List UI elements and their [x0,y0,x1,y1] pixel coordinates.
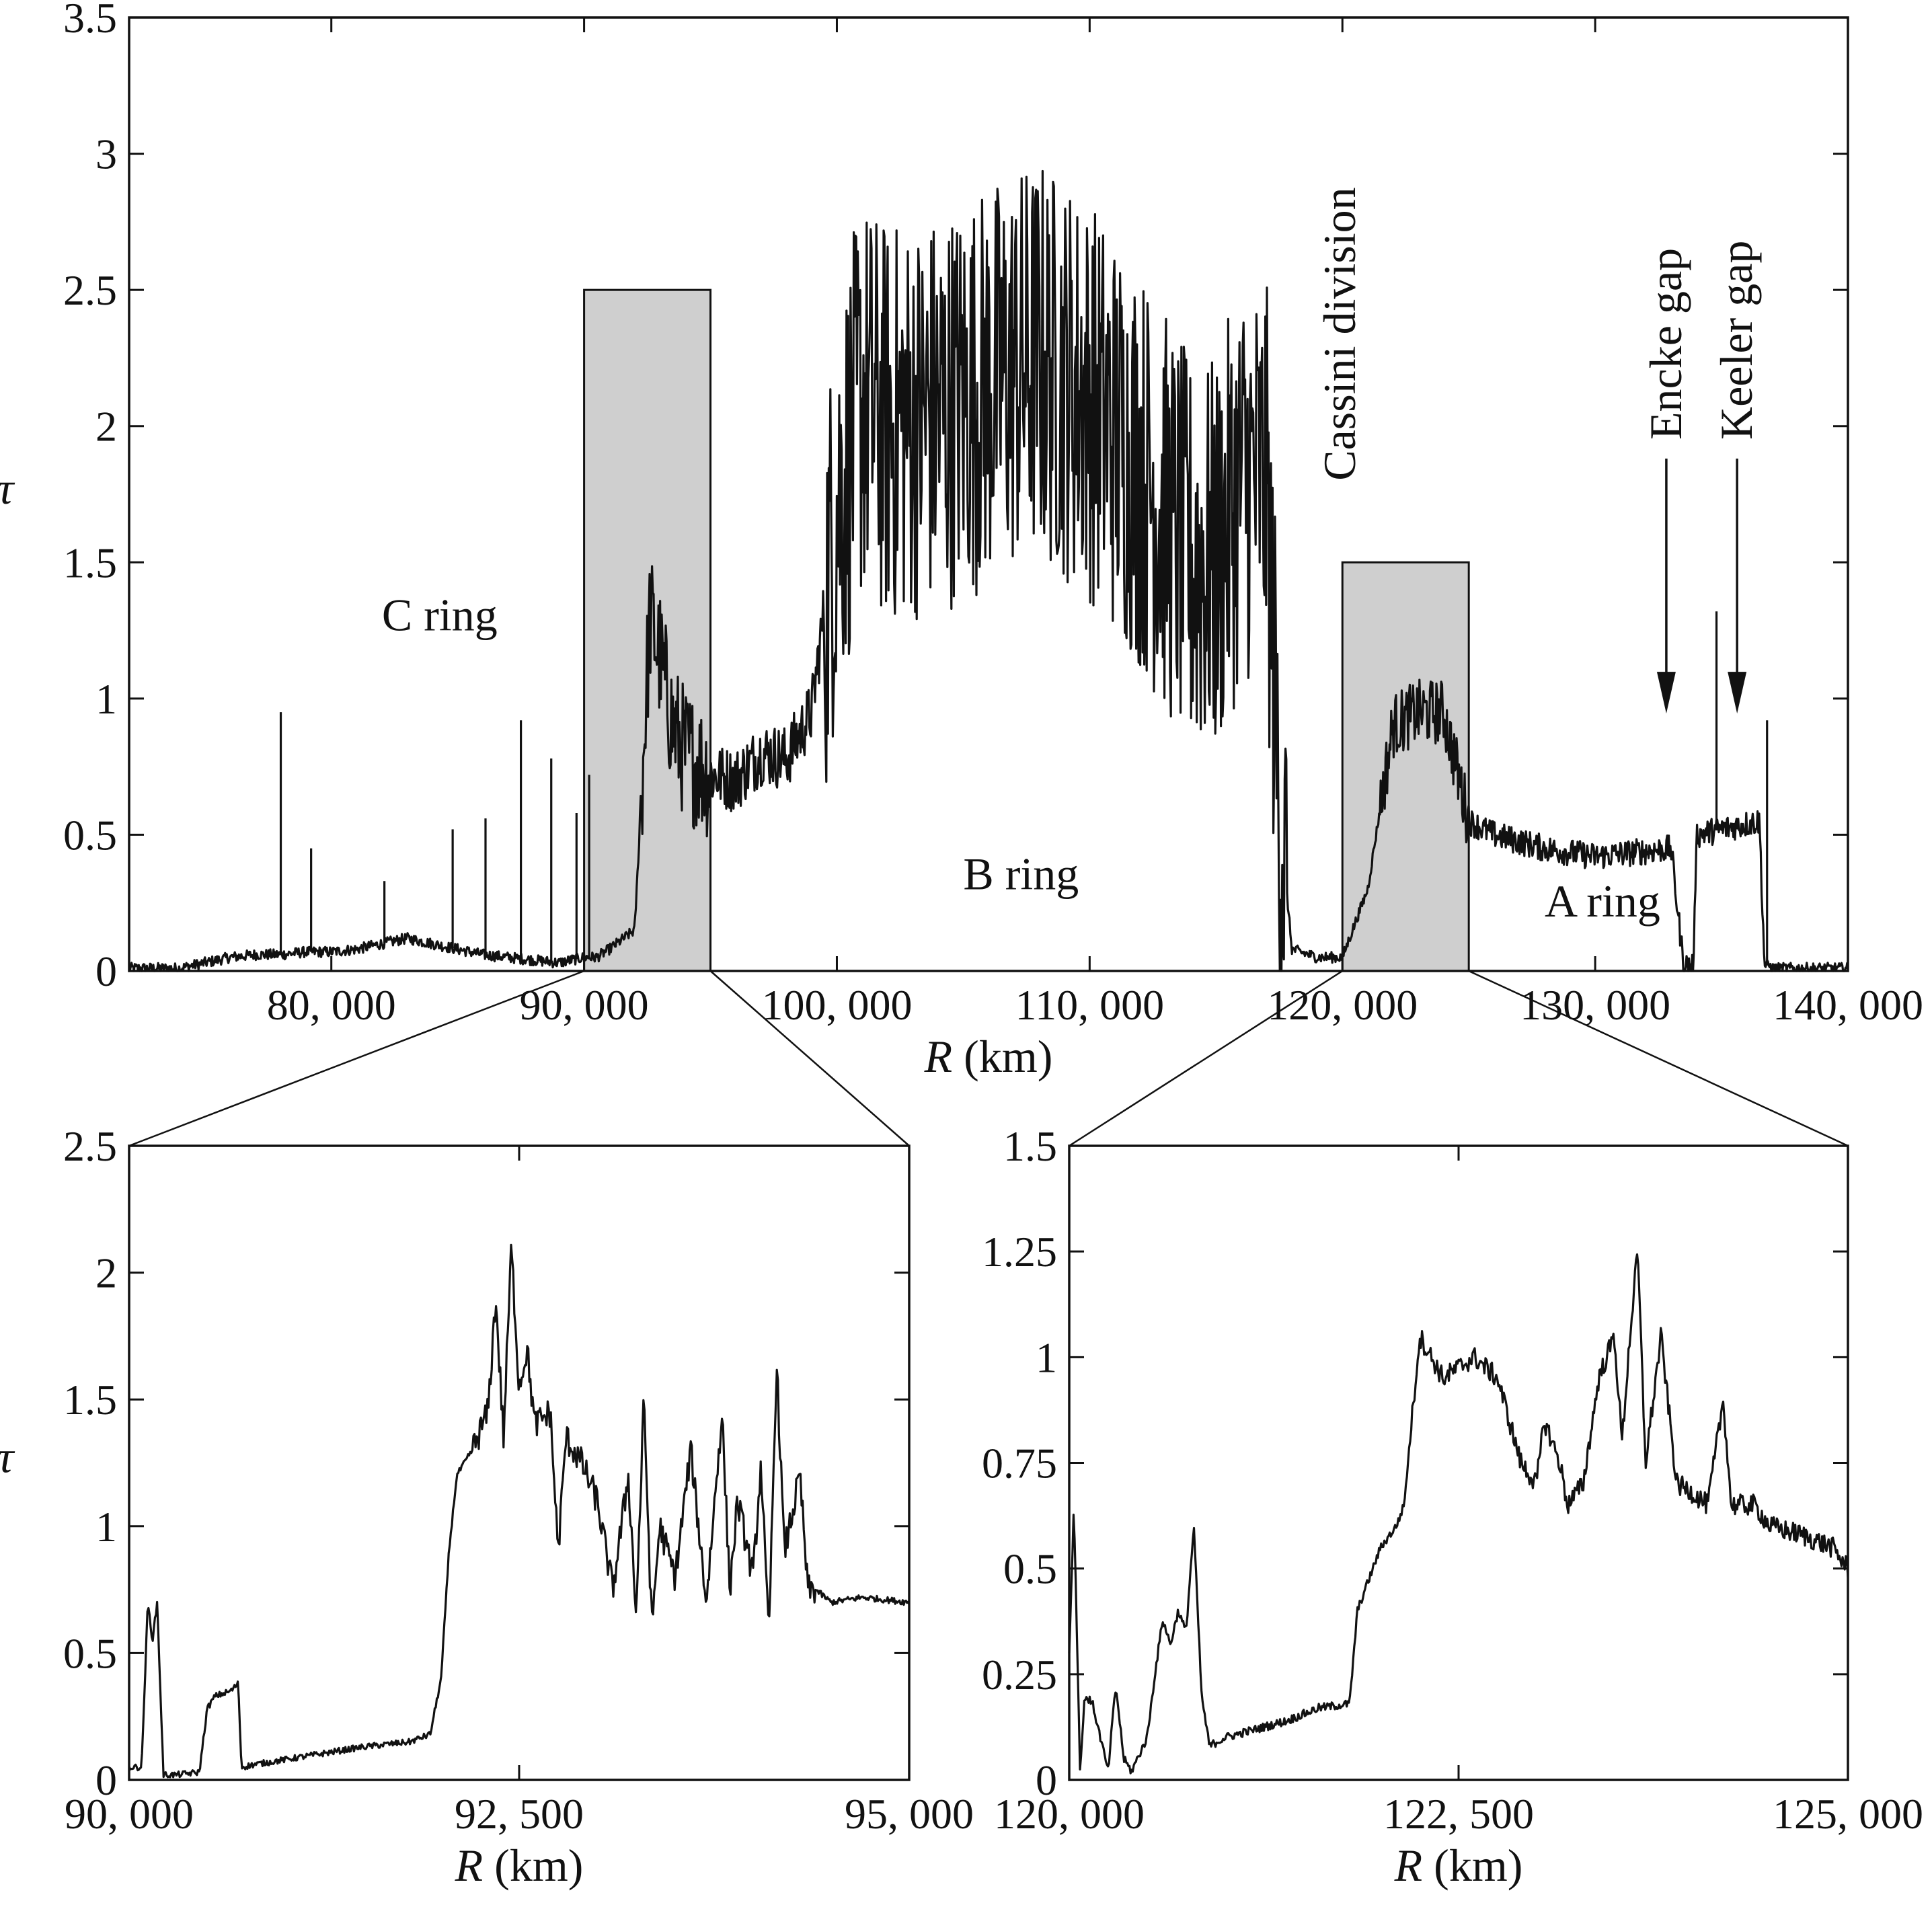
main-xtick-label: 90, 000 [520,981,649,1029]
annotation-keeler-gap-arrow-head [1728,672,1747,714]
main-chart: 80, 000 90, 000 100, 000 110, 000 120, 000 13… [0,0,1923,1082]
main-ytick-label: 3 [95,130,117,178]
inset-a-ytick-label: 0.25 [982,1651,1057,1699]
inset-a-ring-chart: 120, 000 122, 500 125, 000 0 0.25 0.5 0.75 1 1.2… [982,1122,1923,1891]
inset-c-ytick-label: 1.5 [63,1376,117,1424]
annotation-cassini-division: Cassini division [1314,187,1365,480]
inset-c-ytick-label: 2 [95,1249,117,1297]
inset-a-ytick-label: 1.25 [982,1228,1057,1276]
main-xtick-label: 140, 000 [1773,981,1923,1029]
main-xtick-label: 130, 000 [1520,981,1670,1029]
main-plot-frame [128,16,1849,972]
main-xaxis-label: R (km) [924,1031,1053,1082]
inset-a-xtick-label: 122, 500 [1383,1790,1534,1838]
inset-c-plot-frame [128,1144,911,1781]
main-ytick-label: 2.5 [63,266,117,314]
inset-a-ytick-label: 0.5 [1003,1545,1057,1593]
zoom-line-c-right [709,970,910,1146]
annotation-a-ring: A ring [1545,875,1660,927]
annotation-encke-gap: Encke gap [1640,248,1691,440]
main-ytick-label: 2 [95,403,117,451]
zoom-connectors [128,970,1849,1147]
inset-c-ytick-label: 1 [95,1503,117,1551]
inset-c-yaxis-label: τ [0,1432,15,1483]
inset-a-ytick-label: 0 [1036,1756,1057,1804]
inset-c-xaxis-label: R (km) [455,1840,584,1891]
annotation-keeler-gap: Keeler gap [1711,241,1762,440]
main-ytick-label: 0 [95,947,117,995]
inset-a-ytick-label: 0.75 [982,1440,1057,1487]
inset-c-ytick-label: 0 [95,1756,117,1804]
inset-a-data-trace [1068,1253,1849,1775]
inset-c-data-trace [128,1243,911,1779]
main-xtick-label: 110, 000 [1015,981,1165,1029]
main-xtick-label: 100, 000 [761,981,912,1029]
main-data-trace [128,169,1849,972]
annotation-c-ring: C ring [382,590,498,641]
main-ytick-label: 3.5 [63,0,117,42]
inset-c-xtick-label: 92, 500 [455,1790,584,1838]
inset-a-xaxis-label: R (km) [1394,1840,1523,1891]
inset-a-xtick-label: 125, 000 [1773,1790,1923,1838]
zoom-line-c-left [128,970,585,1147]
zoom-line-a-right [1468,970,1849,1147]
zoom-region-a-ring [1341,561,1470,972]
zoom-line-a-left [1069,970,1343,1147]
main-xtick-label: 120, 000 [1267,981,1418,1029]
main-ytick-label: 0.5 [63,811,117,859]
inset-a-xtick-label: 120, 000 [994,1790,1145,1838]
main-yaxis-label: τ [0,463,15,514]
main-xtick-label: 80, 000 [267,981,396,1029]
inset-a-plot-frame [1068,1144,1849,1781]
inset-c-ring-chart: 90, 000 92, 500 95, 000 0 0.5 1 1.5 2 2.5 R (km) τ [0,1122,974,1891]
main-ytick-label: 1.5 [63,539,117,586]
inset-a-ytick-label: 1 [1036,1333,1057,1381]
inset-c-ytick-label: 0.5 [63,1629,117,1677]
inset-c-xtick-label: 90, 000 [65,1790,194,1838]
annotation-b-ring: B ring [963,848,1079,899]
inset-c-xtick-label: 95, 000 [845,1790,974,1838]
main-ytick-label: 1 [95,675,117,723]
annotation-encke-gap-arrow-head [1656,672,1676,714]
inset-a-ytick-label: 1.5 [1003,1122,1057,1170]
inset-c-ytick-label: 2.5 [63,1122,117,1170]
